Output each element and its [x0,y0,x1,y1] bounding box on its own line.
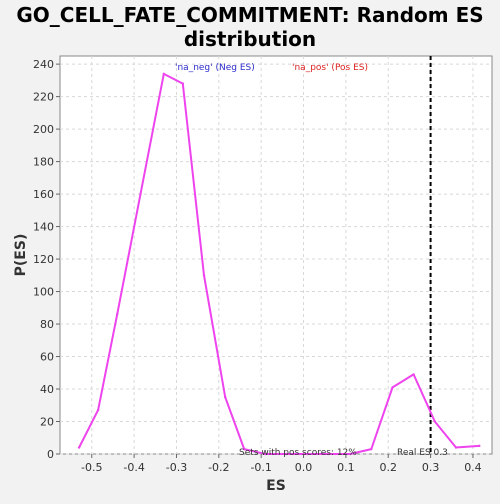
data-point [264,452,267,456]
data-point [433,420,437,423]
y-tick-label: 220 [33,91,54,104]
data-point [327,452,331,456]
y-tick-label: 240 [33,58,54,71]
x-tick-label: 0.0 [295,461,313,474]
legend-item-pos: 'na_pos' (Pos ES) [292,63,368,73]
y-tick-label: 40 [40,383,54,396]
x-tick-label: -0.4 [123,461,144,474]
data-point [348,452,352,456]
data-point [478,444,481,448]
grid [60,56,492,455]
real-es-label: Real ES 0.3 [397,448,448,458]
data-point [77,446,81,449]
chart-title-line-2: distribution [184,27,316,51]
pos-scores-annotation: Sets with pos scores: 12% [239,448,357,458]
data-point [454,446,458,449]
x-tick-label: -0.1 [250,461,271,474]
x-tick-label: -0.2 [208,461,229,474]
chart-title-line-1: GO_CELL_FATE_COMMITMENT: Random ES [16,3,483,27]
y-tick-label: 0 [47,448,54,461]
x-tick-label: 0.2 [379,461,397,474]
y-tick-label: 60 [40,351,54,364]
y-axis-ticks: 0 20 40 60 80 100 120 140 160 180 200 220 240 [33,58,60,461]
y-tick-label: 80 [40,318,54,331]
data-point [115,313,119,316]
x-tick-label: -0.3 [166,461,187,474]
data-point [306,452,309,456]
data-point [223,395,227,399]
x-tick-label: 0.4 [464,461,482,474]
x-axis-label: ES [266,478,286,494]
data-point [139,192,142,196]
y-tick-label: 200 [33,123,54,136]
y-tick-label: 180 [33,156,54,169]
data-point [181,82,185,85]
y-tick-label: 140 [33,221,54,234]
y-axis-label: P(ES) [13,234,29,277]
y-tick-label: 100 [33,286,54,299]
legend-item-neg: 'na_neg' (Neg ES) [175,63,255,73]
y-tick-label: 20 [40,416,54,429]
x-tick-label: -0.5 [81,461,102,474]
data-point [162,72,165,76]
y-tick-label: 120 [33,253,54,266]
x-tick-label: 0.3 [422,461,440,474]
data-point [243,447,246,451]
data-point [412,373,415,376]
plot-area [59,55,493,455]
data-point [391,386,394,389]
series-layer [77,72,481,456]
es-distribution-line [78,72,480,455]
data-point [96,408,100,412]
data-point [285,452,288,456]
x-tick-label: 0.1 [337,461,355,474]
data-point [370,447,373,451]
data-point [202,274,206,277]
y-tick-label: 160 [33,188,54,201]
x-axis-ticks: -0.5 -0.4 -0.3 -0.2 -0.1 0.0 0.1 0.2 0.3 0.4 [81,454,482,474]
